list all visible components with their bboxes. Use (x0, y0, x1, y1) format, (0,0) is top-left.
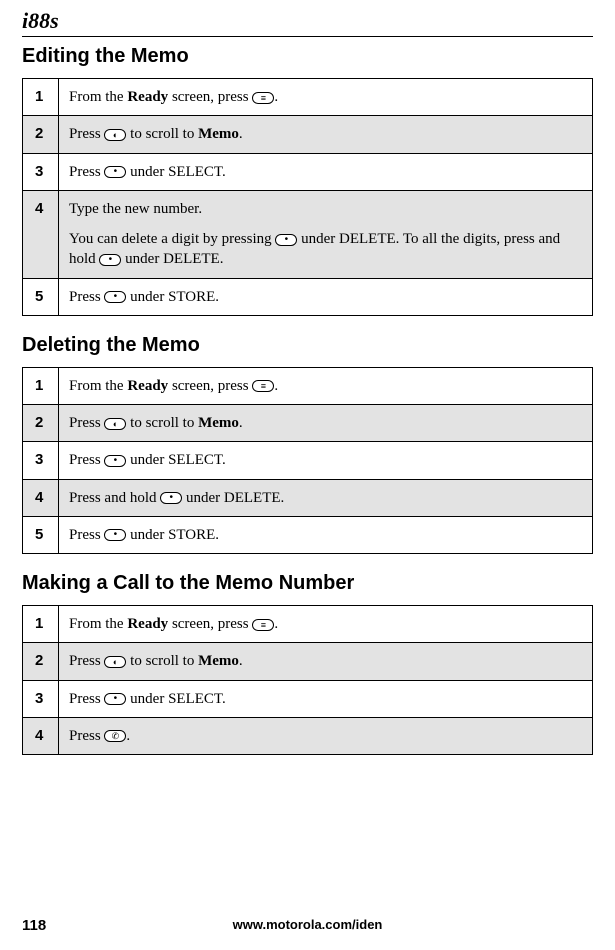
table-row: 3Press under SELECT. (23, 153, 593, 190)
step-number: 2 (23, 405, 59, 442)
step-number: 1 (23, 367, 59, 404)
dot-key-icon (104, 693, 126, 705)
heading-calling: Making a Call to the Memo Number (22, 572, 593, 595)
step-number: 4 (23, 190, 59, 278)
step-text: Press and hold under DELETE. (59, 479, 593, 516)
nav-key-icon (104, 418, 126, 430)
step-text: Press to scroll to Memo. (59, 643, 593, 680)
step-number: 2 (23, 116, 59, 153)
table-row: 4Type the new number.You can delete a di… (23, 190, 593, 278)
step-text: Press under SELECT. (59, 442, 593, 479)
dot-key-icon (104, 455, 126, 467)
bold-text: Ready (127, 378, 168, 394)
footer-page-number: 118 (22, 917, 46, 934)
step-text: Press to scroll to Memo. (59, 405, 593, 442)
table-row: 3Press under SELECT. (23, 442, 593, 479)
table-row: 1From the Ready screen, press . (23, 367, 593, 404)
table-row: 2Press to scroll to Memo. (23, 405, 593, 442)
step-number: 3 (23, 153, 59, 190)
step-text: Press under STORE. (59, 516, 593, 553)
step-number: 3 (23, 680, 59, 717)
step-extra-text: You can delete a digit by pressing under… (69, 229, 582, 270)
step-text: From the Ready screen, press . (59, 79, 593, 116)
table-row: 5Press under STORE. (23, 278, 593, 315)
table-calling: 1From the Ready screen, press .2Press to… (22, 605, 593, 755)
table-row: 4Press . (23, 717, 593, 754)
dot-key-icon (275, 234, 297, 246)
dot-key-icon (99, 254, 121, 266)
nav-key-icon (104, 656, 126, 668)
header-rule (22, 36, 593, 37)
step-number: 1 (23, 606, 59, 643)
dot-key-icon (104, 529, 126, 541)
table-deleting: 1From the Ready screen, press .2Press to… (22, 367, 593, 554)
table-editing: 1From the Ready screen, press .2Press to… (22, 78, 593, 316)
bold-text: Ready (127, 89, 168, 105)
nav-key-icon (104, 129, 126, 141)
step-text: From the Ready screen, press . (59, 606, 593, 643)
step-number: 2 (23, 643, 59, 680)
table-row: 1From the Ready screen, press . (23, 79, 593, 116)
table-row: 5Press under STORE. (23, 516, 593, 553)
table-row: 1From the Ready screen, press . (23, 606, 593, 643)
heading-deleting: Deleting the Memo (22, 334, 593, 357)
step-text: Type the new number.You can delete a dig… (59, 190, 593, 278)
step-number: 3 (23, 442, 59, 479)
page-content: i88s Editing the Memo 1From the Ready sc… (0, 0, 615, 755)
step-text: Press under SELECT. (59, 153, 593, 190)
menu-key-icon (252, 92, 274, 104)
phone-key-icon (104, 730, 126, 742)
page-footer: www.motorola.com/iden 118 (0, 917, 615, 932)
step-number: 5 (23, 516, 59, 553)
step-number: 4 (23, 717, 59, 754)
step-text: Press . (59, 717, 593, 754)
bold-text: Memo (198, 653, 239, 669)
bold-text: Memo (198, 126, 239, 142)
step-number: 1 (23, 79, 59, 116)
menu-key-icon (252, 619, 274, 631)
step-text: Press under SELECT. (59, 680, 593, 717)
table-row: 2Press to scroll to Memo. (23, 643, 593, 680)
step-text: Press to scroll to Memo. (59, 116, 593, 153)
bold-text: Memo (198, 415, 239, 431)
footer-url: www.motorola.com/iden (0, 917, 615, 932)
table-row: 3Press under SELECT. (23, 680, 593, 717)
dot-key-icon (104, 291, 126, 303)
bold-text: Ready (127, 616, 168, 632)
dot-key-icon (104, 166, 126, 178)
product-logo: i88s (22, 8, 593, 34)
dot-key-icon (160, 492, 182, 504)
heading-editing: Editing the Memo (22, 45, 593, 68)
step-text: Press under STORE. (59, 278, 593, 315)
table-row: 2Press to scroll to Memo. (23, 116, 593, 153)
menu-key-icon (252, 380, 274, 392)
step-number: 4 (23, 479, 59, 516)
step-number: 5 (23, 278, 59, 315)
step-text: From the Ready screen, press . (59, 367, 593, 404)
table-row: 4Press and hold under DELETE. (23, 479, 593, 516)
